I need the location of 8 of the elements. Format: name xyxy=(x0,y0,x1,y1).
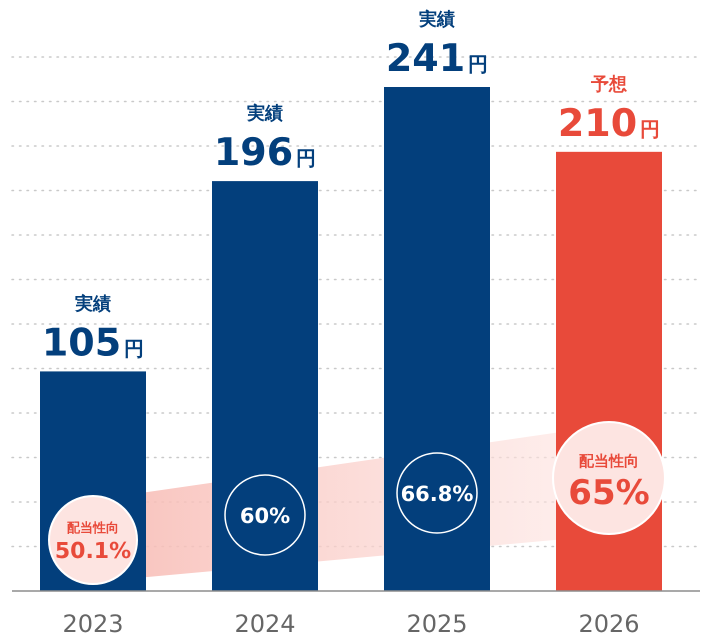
annotation: 配当性向 65% xyxy=(568,452,650,513)
x-tick-label: 2024 xyxy=(234,610,296,634)
x-tick-label: 2026 xyxy=(578,610,640,634)
annotation: 60% xyxy=(240,504,290,528)
annotation: 66.8% xyxy=(400,482,474,506)
x-tick-label: 2025 xyxy=(406,610,468,634)
x-tick-label: 2023 xyxy=(62,610,124,634)
annotation: 配当性向 50.1% xyxy=(54,521,132,564)
